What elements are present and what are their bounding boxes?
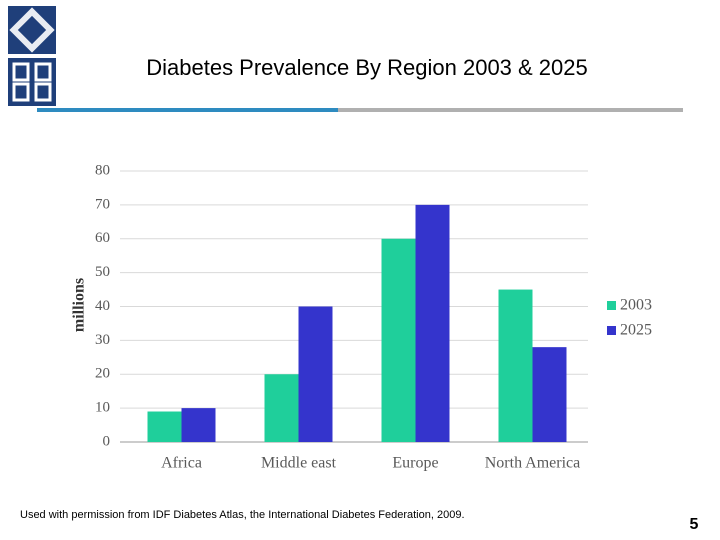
y-tick-label: 60 bbox=[95, 230, 110, 246]
legend-swatch bbox=[607, 301, 616, 310]
bar bbox=[415, 204, 450, 442]
x-tick-label: Middle east bbox=[261, 455, 337, 472]
bar bbox=[532, 347, 567, 442]
bar bbox=[298, 306, 333, 442]
y-tick-label: 10 bbox=[95, 400, 110, 416]
bar bbox=[381, 238, 416, 442]
y-tick-label: 30 bbox=[95, 332, 110, 348]
source-note: Used with permission from IDF Diabetes A… bbox=[20, 509, 465, 521]
legend-label: 2025 bbox=[620, 322, 652, 339]
y-tick-label: 50 bbox=[95, 264, 110, 280]
x-tick-label: Europe bbox=[392, 455, 438, 472]
bar bbox=[181, 408, 216, 442]
y-tick-label: 20 bbox=[95, 366, 110, 382]
chart: 0 10 20 30 40 50 60 70 80 millions Africa Middle ea… bbox=[71, 162, 652, 471]
page-number: 5 bbox=[690, 516, 699, 533]
logo bbox=[8, 6, 56, 106]
y-tick-label: 70 bbox=[95, 196, 110, 212]
legend-label: 2003 bbox=[620, 297, 652, 314]
slide-title: Diabetes Prevalence By Region 2003 & 202… bbox=[146, 55, 588, 80]
y-tick-label: 80 bbox=[95, 162, 110, 178]
bar bbox=[498, 289, 533, 442]
y-tick-label: 0 bbox=[103, 433, 111, 449]
bar bbox=[264, 374, 299, 442]
legend-swatch bbox=[607, 326, 616, 335]
bar bbox=[147, 411, 182, 442]
x-tick-label: Africa bbox=[161, 455, 202, 472]
y-axis-label: millions bbox=[71, 278, 88, 332]
x-tick-label: North America bbox=[485, 455, 581, 472]
y-tick-label: 40 bbox=[95, 298, 110, 314]
